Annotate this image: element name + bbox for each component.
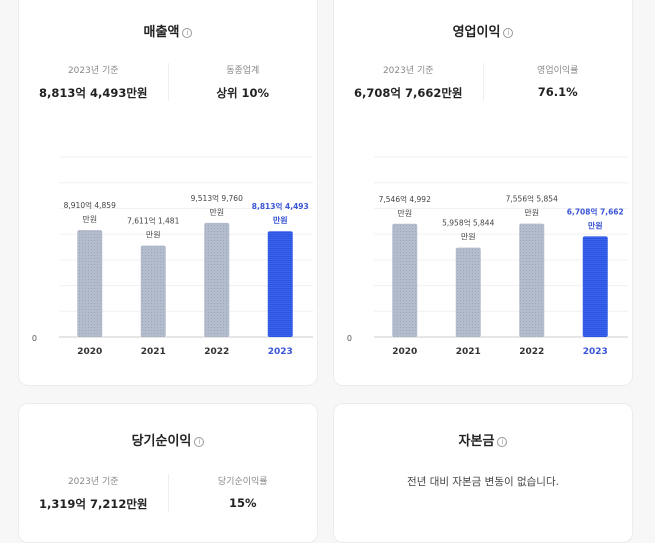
data-label-unit: 만원 <box>461 233 476 242</box>
data-label: 8,813억 4,493 <box>252 201 309 211</box>
operating-margin-stat: 영업이익률 76.1% <box>482 63 633 101</box>
bar-2023 <box>582 236 608 337</box>
revenue-card: 매출액 i 2023년 기준 8,813억 4,493만원 동종업계 상위 10% 0… <box>18 0 318 386</box>
bar-2021 <box>455 247 481 337</box>
data-label-unit: 만원 <box>82 215 97 224</box>
operating-profit-card: 영업이익 i 2023년 기준 6,708억 7,662만원 영업이익률 76.1% … <box>333 0 633 386</box>
revenue-rank-stat: 동종업계 상위 10% <box>167 63 318 101</box>
info-icon[interactable]: i <box>503 28 514 38</box>
x-tick-label: 2020 <box>392 347 417 357</box>
x-tick-label: 2023 <box>583 347 608 357</box>
bar-2020 <box>392 223 418 337</box>
data-label: 5,958억 5,844 <box>442 219 494 228</box>
data-label-unit: 만원 <box>524 209 539 218</box>
net-margin-stat: 당기순이익률 15% <box>167 474 318 512</box>
data-label: 7,611억 1,481 <box>127 217 179 226</box>
data-label: 6,708억 7,662 <box>567 206 624 216</box>
net-income-title: 당기순이익 i <box>19 430 317 449</box>
bar-2022 <box>204 222 230 337</box>
data-label-unit: 만원 <box>397 209 412 218</box>
data-label: 7,556억 5,854 <box>506 195 558 204</box>
capital-title: 자본금 i <box>334 430 632 449</box>
y-tick-label: 0 <box>32 334 37 343</box>
info-icon[interactable]: i <box>497 437 508 447</box>
data-label: 9,513억 9,760 <box>191 194 243 203</box>
capital-message: 전년 대비 자본금 변동이 없습니다. <box>407 476 559 488</box>
operating-profit-chart: 0 7,546억 4,992 만원 2020 5,958억 5,844 만원 2021 7,5… <box>347 156 628 357</box>
x-tick-label: 2022 <box>519 347 544 357</box>
bar-2020 <box>77 230 103 337</box>
y-tick-label: 0 <box>347 334 352 343</box>
capital-card: 자본금 i 전년 대비 자본금 변동이 없습니다. <box>333 403 633 543</box>
info-icon[interactable]: i <box>182 28 193 38</box>
bar-2021 <box>140 245 166 337</box>
x-tick-label: 2023 <box>268 347 293 357</box>
operating-profit-title: 영업이익 i <box>334 21 632 40</box>
x-tick-label: 2020 <box>77 347 102 357</box>
data-label-unit: 만원 <box>273 215 288 225</box>
info-icon[interactable]: i <box>194 437 205 447</box>
net-income-card: 당기순이익 i 2023년 기준 1,319억 7,212만원 당기순이익률 15% <box>18 403 318 543</box>
bar-2022 <box>519 223 545 337</box>
data-label: 8,910억 4,859 <box>64 201 116 210</box>
revenue-base-stat: 2023년 기준 8,813억 4,493만원 <box>39 66 148 100</box>
operating-base-stat: 2023년 기준 6,708억 7,662만원 <box>354 66 463 100</box>
bar-2023 <box>267 231 293 337</box>
data-label-unit: 만원 <box>588 220 603 230</box>
net-base-stat: 2023년 기준 1,319억 7,212만원 <box>39 477 148 511</box>
data-label: 7,546억 4,992 <box>379 195 431 204</box>
x-tick-label: 2022 <box>204 347 229 357</box>
data-label-unit: 만원 <box>209 208 224 217</box>
revenue-title: 매출액 i <box>19 21 317 40</box>
data-label-unit: 만원 <box>146 231 161 240</box>
x-tick-label: 2021 <box>141 347 166 357</box>
x-tick-label: 2021 <box>456 347 481 357</box>
revenue-chart: 0 8,910억 4,859 만원 2020 7,611억 1,481 만원 2021 9,5… <box>32 156 313 357</box>
